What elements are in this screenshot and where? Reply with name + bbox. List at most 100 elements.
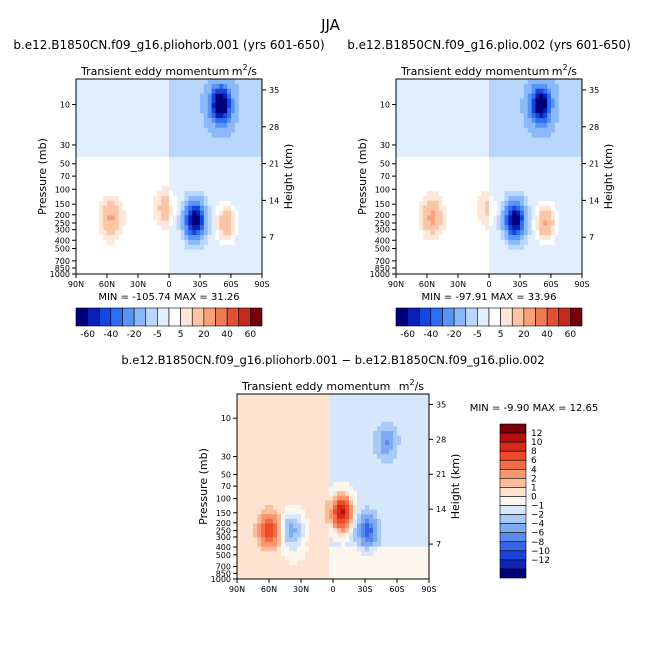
heatmap-cell xyxy=(411,108,416,114)
heatmap-cell xyxy=(301,403,306,409)
heatmap-cell xyxy=(531,181,536,187)
heatmap-cell xyxy=(574,98,579,104)
heatmap-cell xyxy=(329,398,334,404)
heatmap-cell xyxy=(321,435,326,441)
heatmap-cell xyxy=(485,157,490,163)
heatmap-cell xyxy=(76,142,81,148)
heatmap-cell xyxy=(122,132,127,138)
heatmap-cell xyxy=(562,113,567,119)
heatmap-cell xyxy=(215,196,220,202)
heatmap-cell xyxy=(547,191,552,197)
heatmap-cell xyxy=(223,157,228,163)
heatmap-cell xyxy=(411,210,416,216)
heatmap-cell xyxy=(273,458,278,464)
heatmap-cell xyxy=(207,152,213,158)
heatmap-cell xyxy=(257,426,262,432)
heatmap-cell xyxy=(211,166,216,173)
heatmap-cell xyxy=(79,147,85,153)
y2-tick-label: 35 xyxy=(589,86,599,95)
heatmap-cell xyxy=(145,142,151,148)
heatmap-cell xyxy=(176,249,182,255)
heatmap-cell xyxy=(95,166,100,173)
heatmap-cell xyxy=(566,200,571,207)
heatmap-cell xyxy=(520,264,525,270)
heatmap-cell xyxy=(203,157,209,163)
heatmap-cell xyxy=(531,147,536,153)
heatmap-cell xyxy=(153,220,158,226)
heatmap-cell xyxy=(169,205,174,212)
heatmap-cell xyxy=(95,235,100,241)
heatmap-cell xyxy=(469,127,474,134)
heatmap-cell xyxy=(492,249,498,255)
heatmap-cell xyxy=(539,186,544,192)
heatmap-cell xyxy=(172,113,178,119)
heatmap-cell xyxy=(223,176,228,182)
heatmap-cell xyxy=(469,98,474,104)
heatmap-cell xyxy=(253,528,258,534)
heatmap-cell xyxy=(99,113,104,119)
heatmap-cell xyxy=(180,269,185,275)
heatmap-cell xyxy=(161,122,166,129)
heatmap-cell xyxy=(442,181,447,187)
heatmap-cell xyxy=(277,417,282,423)
heatmap-cell xyxy=(249,569,254,575)
heatmap-cell xyxy=(293,505,298,511)
heatmap-cell xyxy=(485,152,490,158)
heatmap-cell xyxy=(301,523,306,529)
heatmap-cell xyxy=(297,481,302,487)
heatmap-cell xyxy=(79,200,85,207)
heatmap-cell xyxy=(180,108,185,114)
heatmap-cell xyxy=(512,166,517,173)
heatmap-cell xyxy=(562,249,567,255)
heatmap-cell xyxy=(403,103,409,109)
heatmap-cell xyxy=(249,523,254,529)
heatmap-cell xyxy=(277,435,282,441)
heatmap-cell xyxy=(245,523,250,529)
heatmap-cell xyxy=(95,205,100,212)
heatmap-cell xyxy=(293,500,298,506)
heatmap-cell xyxy=(172,205,178,212)
heatmap-cell xyxy=(285,398,290,404)
heatmap-cell xyxy=(489,166,494,173)
heatmap-cell xyxy=(257,477,262,483)
heatmap-cell xyxy=(313,463,318,469)
heatmap-cell xyxy=(138,83,143,90)
heatmap-cell xyxy=(411,93,416,99)
heatmap-cell xyxy=(301,468,306,474)
heatmap-cell xyxy=(196,264,201,270)
heatmap-cell xyxy=(523,147,529,153)
heatmap-cell xyxy=(169,269,174,275)
heatmap-cell xyxy=(481,239,486,246)
heatmap-cell xyxy=(446,166,451,173)
heatmap-cell xyxy=(321,509,326,515)
heatmap-cell xyxy=(516,132,521,138)
heatmap-cell xyxy=(485,259,490,265)
heatmap-cell xyxy=(76,88,81,95)
heatmap-cell xyxy=(477,259,482,265)
heatmap-cell xyxy=(258,118,263,124)
heatmap-cell xyxy=(554,103,560,109)
heatmap-cell xyxy=(469,220,474,226)
heatmap-cell xyxy=(465,259,471,265)
heatmap-cell xyxy=(196,181,201,187)
heatmap-cell xyxy=(465,113,471,119)
heatmap-cell xyxy=(492,259,498,265)
heatmap-cell xyxy=(454,235,459,241)
heatmap-cell xyxy=(434,142,440,148)
heatmap-cell xyxy=(176,147,182,153)
heatmap-cell xyxy=(87,88,92,95)
heatmap-cell xyxy=(157,142,162,148)
heatmap-cell xyxy=(161,83,166,90)
heatmap-cell xyxy=(261,574,266,580)
heatmap-cell xyxy=(242,93,247,99)
heatmap-cell xyxy=(485,98,490,104)
heatmap-cell xyxy=(188,220,193,226)
heatmap-cell xyxy=(403,254,409,260)
heatmap-cell xyxy=(269,417,274,423)
heatmap-cell xyxy=(79,161,85,168)
heatmap-cell xyxy=(172,108,178,114)
heatmap-cell xyxy=(215,191,220,197)
heatmap-cell xyxy=(313,412,318,418)
heatmap-cell xyxy=(250,176,255,182)
heatmap-cell xyxy=(329,468,334,474)
